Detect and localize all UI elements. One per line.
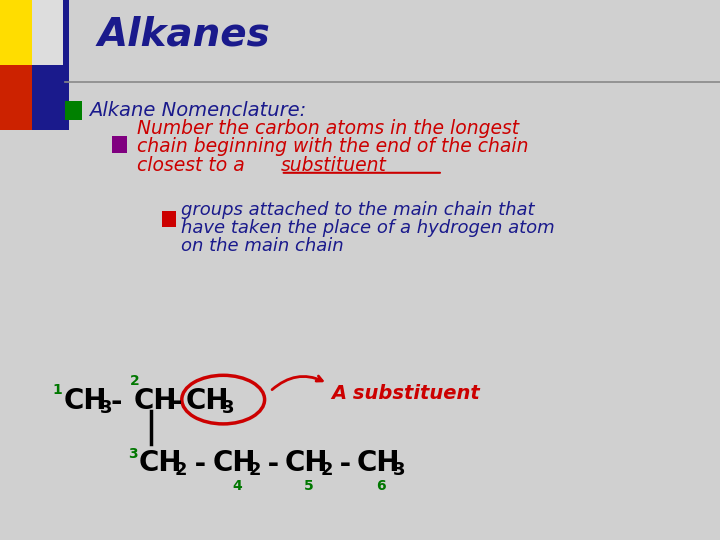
Text: A substituent: A substituent (331, 383, 480, 403)
Text: -: - (330, 450, 351, 478)
Text: CH: CH (138, 449, 181, 477)
Text: Alkanes: Alkanes (97, 16, 270, 54)
Text: chain beginning with the end of the chain: chain beginning with the end of the chai… (137, 137, 528, 157)
Text: substituent: substituent (281, 156, 387, 175)
Text: -: - (110, 388, 122, 416)
FancyBboxPatch shape (0, 0, 32, 65)
FancyBboxPatch shape (63, 0, 69, 130)
Text: on the main chain: on the main chain (181, 237, 344, 255)
Text: groups attached to the main chain that: groups attached to the main chain that (181, 201, 535, 219)
Text: CH: CH (285, 449, 328, 477)
FancyBboxPatch shape (32, 65, 65, 130)
Text: CH: CH (133, 387, 176, 415)
Text: 3: 3 (128, 447, 138, 461)
Text: -: - (258, 450, 279, 478)
Text: 2: 2 (174, 461, 186, 479)
Text: 4: 4 (233, 479, 243, 493)
Text: CH: CH (63, 387, 107, 415)
Text: 3: 3 (99, 399, 112, 417)
Text: 3: 3 (222, 399, 234, 417)
FancyBboxPatch shape (112, 136, 127, 153)
Text: 2: 2 (130, 374, 140, 388)
Text: Alkane Nomenclature:: Alkane Nomenclature: (89, 101, 307, 120)
Text: -: - (171, 388, 182, 416)
Text: 6: 6 (376, 479, 385, 493)
FancyBboxPatch shape (32, 0, 65, 65)
Text: CH: CH (212, 449, 256, 477)
FancyBboxPatch shape (65, 101, 82, 120)
Text: Number the carbon atoms in the longest: Number the carbon atoms in the longest (137, 119, 519, 138)
Text: 3: 3 (393, 461, 405, 479)
FancyBboxPatch shape (162, 211, 176, 227)
Text: -: - (185, 450, 206, 478)
Text: CH: CH (357, 449, 400, 477)
FancyBboxPatch shape (0, 65, 32, 130)
Text: closest to a: closest to a (137, 156, 251, 175)
Text: 2: 2 (321, 461, 333, 479)
Text: have taken the place of a hydrogen atom: have taken the place of a hydrogen atom (181, 219, 555, 237)
Text: CH: CH (186, 387, 229, 415)
Text: 2: 2 (248, 461, 261, 479)
Text: 1: 1 (53, 383, 63, 397)
Text: 5: 5 (304, 479, 314, 493)
